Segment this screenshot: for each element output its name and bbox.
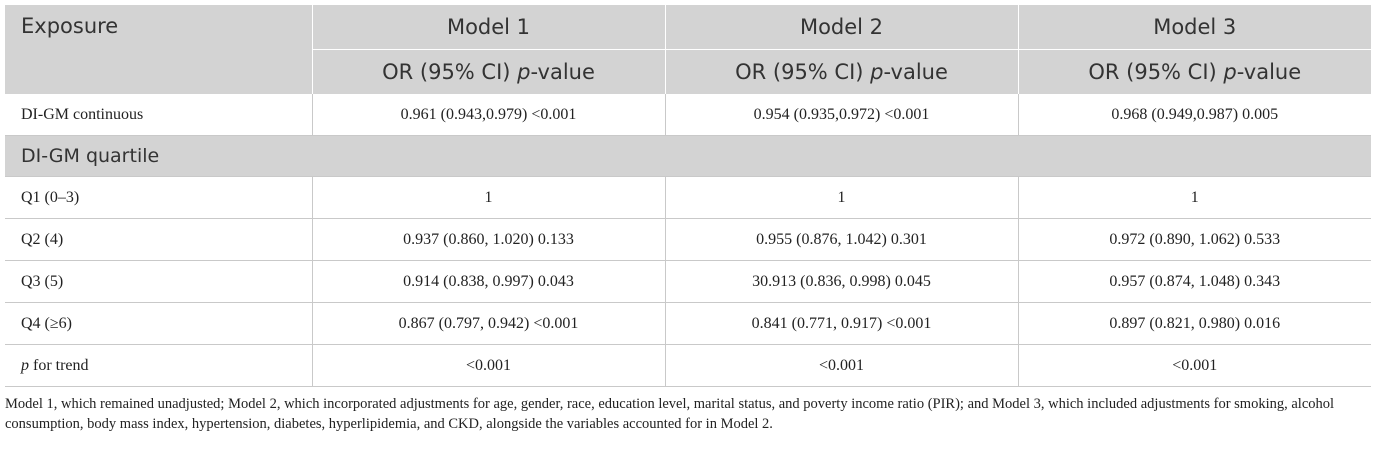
header-model-2: Model 2: [664, 5, 1018, 50]
header-metric-1: OR (95% CI) p-value: [311, 49, 665, 94]
metric-suffix: -value: [530, 60, 595, 84]
header-model-1: Model 1: [311, 5, 665, 50]
metric-prefix: OR (95% CI): [382, 60, 518, 84]
results-table: Exposure Model 1 Model 2 Model 3 OR (95%…: [5, 5, 1371, 387]
cell-model-3: 0.897 (0.821, 0.980) 0.016: [1017, 302, 1371, 345]
metric-suffix: -value: [883, 60, 948, 84]
metric-prefix: OR (95% CI): [1088, 60, 1224, 84]
row-label: p for trend: [5, 344, 312, 387]
header-exposure: Exposure: [5, 5, 312, 94]
row-label: DI-GM continuous: [5, 94, 312, 136]
row-label: Q3 (5): [5, 260, 312, 303]
table-header: Exposure Model 1 Model 2 Model 3 OR (95%…: [5, 5, 1371, 94]
cell-model-1: 0.867 (0.797, 0.942) <0.001: [311, 302, 665, 345]
header-row-metrics: OR (95% CI) p-value OR (95% CI) p-value …: [5, 49, 1371, 94]
row-label: Q1 (0–3): [5, 176, 312, 219]
cell-model-2: 1: [664, 176, 1018, 219]
metric-italic-p: p: [870, 60, 884, 84]
metric-suffix: -value: [1236, 60, 1302, 84]
cell-model-2: 0.841 (0.771, 0.917) <0.001: [664, 302, 1018, 345]
section-label: DI-GM quartile: [5, 135, 1371, 177]
table-row-q3: Q3 (5) 0.914 (0.838, 0.997) 0.043 30.913…: [5, 260, 1371, 303]
header-metric-2: OR (95% CI) p-value: [664, 49, 1018, 94]
cell-model-3: 0.972 (0.890, 1.062) 0.533: [1017, 218, 1371, 261]
table-row-q4: Q4 (≥6) 0.867 (0.797, 0.942) <0.001 0.84…: [5, 302, 1371, 345]
cell-model-1: 0.937 (0.860, 1.020) 0.133: [311, 218, 665, 261]
trend-label-rest: for trend: [29, 356, 89, 374]
cell-model-1: <0.001: [311, 344, 665, 387]
cell-model-1: 1: [311, 176, 665, 219]
metric-prefix: OR (95% CI): [735, 60, 871, 84]
table-row-trend: p for trend <0.001 <0.001 <0.001: [5, 344, 1371, 387]
row-label: Q4 (≥6): [5, 302, 312, 345]
cell-model-2: 0.955 (0.876, 1.042) 0.301: [664, 218, 1018, 261]
table-row-continuous: DI-GM continuous 0.961 (0.943,0.979) <0.…: [5, 94, 1371, 136]
cell-model-3: 1: [1017, 176, 1371, 219]
cell-model-1: 0.914 (0.838, 0.997) 0.043: [311, 260, 665, 303]
header-metric-3: OR (95% CI) p-value: [1017, 49, 1371, 94]
metric-italic-p: p: [1223, 60, 1237, 84]
table-row-q1: Q1 (0–3) 1 1 1: [5, 176, 1371, 219]
cell-model-2: <0.001: [664, 344, 1018, 387]
cell-model-2: 0.954 (0.935,0.972) <0.001: [664, 94, 1018, 136]
results-table-container: Exposure Model 1 Model 2 Model 3 OR (95%…: [5, 5, 1371, 434]
row-label: Q2 (4): [5, 218, 312, 261]
table-footnote: Model 1, which remained unadjusted; Mode…: [5, 396, 1335, 432]
table-row-q2: Q2 (4) 0.937 (0.860, 1.020) 0.133 0.955 …: [5, 218, 1371, 261]
table-body: DI-GM continuous 0.961 (0.943,0.979) <0.…: [5, 94, 1371, 387]
trend-italic-p: p: [21, 356, 29, 374]
metric-italic-p: p: [517, 60, 531, 84]
cell-model-1: 0.961 (0.943,0.979) <0.001: [311, 94, 665, 136]
header-model-3: Model 3: [1017, 5, 1371, 50]
table-section-quartile: DI-GM quartile: [5, 135, 1371, 177]
cell-model-2: 30.913 (0.836, 0.998) 0.045: [664, 260, 1018, 303]
cell-model-3: <0.001: [1017, 344, 1371, 387]
header-row-models: Exposure Model 1 Model 2 Model 3: [5, 5, 1371, 94]
cell-model-3: 0.968 (0.949,0.987) 0.005: [1017, 94, 1371, 136]
cell-model-3: 0.957 (0.874, 1.048) 0.343: [1017, 260, 1371, 303]
